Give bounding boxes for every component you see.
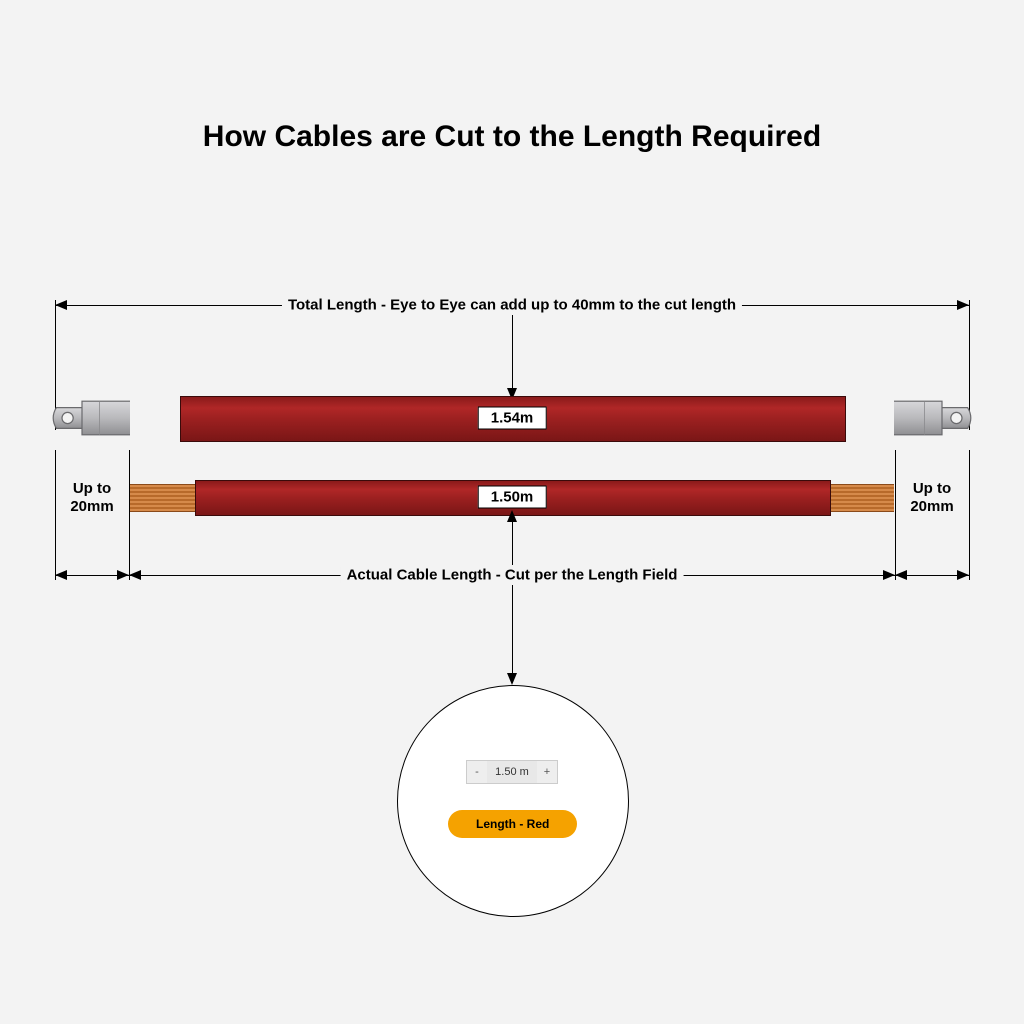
total-length-value: 1.54m (478, 407, 547, 430)
ext-line (895, 450, 896, 580)
arrow-up-icon (507, 510, 517, 522)
arrow-left-icon (129, 570, 141, 580)
page-title: How Cables are Cut to the Length Require… (0, 120, 1024, 154)
ui-callout-circle (397, 685, 629, 917)
arrow-left-icon (55, 300, 67, 310)
stepper-value: 1.50 m (487, 761, 537, 783)
length-stepper[interactable]: - 1.50 m + (466, 760, 558, 784)
arrow-right-icon (957, 300, 969, 310)
left-strip-label: Up to20mm (62, 480, 122, 516)
ext-line (55, 450, 56, 580)
bottom-dimension-label: Actual Cable Length - Cut per the Length… (341, 567, 684, 584)
length-red-button[interactable]: Length - Red (448, 810, 577, 838)
diagram-canvas: How Cables are Cut to the Length Require… (0, 0, 1024, 1024)
stepper-plus-button[interactable]: + (537, 761, 557, 783)
arrow-right-icon (117, 570, 129, 580)
arrow-down-icon (507, 673, 517, 685)
cable-lug-right (894, 398, 974, 438)
right-strip-label: Up to20mm (902, 480, 962, 516)
cut-length-value: 1.50m (478, 486, 547, 509)
arrow-right-icon (957, 570, 969, 580)
wire-strands-left (130, 484, 200, 512)
callout-line (512, 315, 513, 390)
callout-line (512, 520, 513, 565)
stepper-minus-button[interactable]: - (467, 761, 487, 783)
arrow-left-icon (55, 570, 67, 580)
top-dimension-label: Total Length - Eye to Eye can add up to … (282, 297, 742, 314)
ext-line (969, 450, 970, 580)
arrow-right-icon (883, 570, 895, 580)
arrow-left-icon (895, 570, 907, 580)
ext-line (129, 450, 130, 580)
callout-line (512, 585, 513, 675)
wire-strands-right (824, 484, 894, 512)
cable-lug-left (50, 398, 130, 438)
